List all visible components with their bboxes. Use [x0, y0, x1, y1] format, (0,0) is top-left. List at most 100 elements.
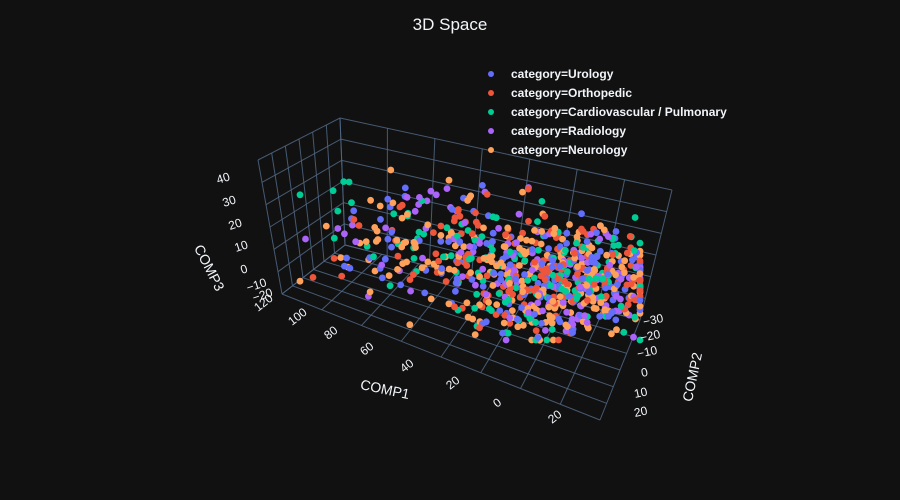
scatter-point — [394, 252, 402, 260]
scatter-point — [539, 307, 546, 315]
scatter-point — [563, 229, 571, 237]
scatter-point — [349, 221, 356, 229]
grid-line — [428, 138, 436, 267]
z-tick-label: 30 — [221, 192, 238, 210]
scatter-point — [506, 314, 514, 322]
scatter-point — [382, 224, 389, 232]
scatter-point — [609, 251, 617, 259]
legend-item[interactable]: category=Neurology — [511, 143, 628, 157]
scatter-point — [538, 198, 546, 205]
scatter-point — [636, 239, 644, 247]
scatter-point — [378, 274, 386, 282]
scatter-point — [373, 227, 381, 235]
scatter-point — [550, 230, 558, 238]
legend-marker — [488, 109, 494, 115]
scatter-point — [593, 229, 600, 237]
scatter-point — [309, 274, 317, 281]
legend-item[interactable]: category=Radiology — [511, 124, 626, 138]
scatter-point — [454, 232, 461, 240]
x-tick-label: 60 — [357, 339, 376, 358]
scatter-point — [612, 228, 620, 235]
scatter-point — [538, 228, 546, 235]
scatter-point — [559, 235, 566, 243]
scatter-point — [337, 254, 345, 261]
scatter-point — [534, 218, 541, 226]
grid-line — [257, 159, 283, 295]
scatter-point — [612, 271, 619, 279]
scatter-point — [437, 232, 445, 239]
scatter-point — [579, 228, 587, 235]
scatter-point — [451, 214, 459, 222]
scatter-point — [545, 303, 553, 311]
scatter-point — [631, 313, 639, 321]
scatter-point — [548, 263, 556, 271]
scatter-point — [588, 258, 596, 266]
scatter-point — [581, 312, 589, 320]
x-tick-label: 20 — [545, 407, 564, 426]
scatter-point — [461, 219, 468, 227]
scatter-point — [480, 224, 487, 232]
legend-marker — [488, 90, 494, 96]
scatter-point — [504, 224, 512, 232]
scatter-point — [569, 321, 577, 328]
scatter-point — [549, 336, 557, 344]
x-tick-label: 80 — [321, 323, 340, 342]
scatter-point — [588, 244, 596, 252]
scatter-point — [410, 255, 418, 262]
scatter-point — [437, 222, 445, 230]
scatter-point — [454, 259, 461, 267]
legend-item[interactable]: category=Orthopedic — [511, 86, 632, 100]
scatter-point — [551, 224, 559, 232]
scatter-point — [580, 244, 587, 251]
scatter-point — [500, 319, 508, 327]
chart-title: 3D Space — [413, 15, 488, 34]
legend-item[interactable]: category=Urology — [511, 67, 614, 81]
x-axis-title: COMP1 — [359, 376, 411, 402]
scatter-point — [585, 275, 593, 283]
scatter-point — [424, 258, 432, 266]
scatter-point — [451, 303, 458, 311]
scatter-point — [410, 271, 417, 278]
scatter-point — [506, 279, 513, 287]
scatter-point — [613, 326, 620, 334]
scatter-point — [483, 240, 490, 247]
scatter-point — [602, 292, 610, 300]
scatter-point — [602, 284, 609, 292]
scatter-point — [398, 214, 406, 222]
scatter-point — [554, 275, 562, 283]
scatter-point — [523, 236, 530, 244]
scatter-point — [631, 296, 639, 304]
scatter-point — [559, 299, 567, 306]
scatter-point — [636, 302, 644, 310]
scatter-point — [502, 253, 510, 260]
scatter-point — [566, 221, 573, 228]
grid-line — [340, 138, 667, 213]
scatter-point — [384, 195, 392, 203]
grid-line — [302, 277, 614, 388]
scatter-point — [485, 299, 492, 306]
scatter-point — [530, 274, 538, 282]
scatter-point — [445, 300, 453, 308]
grid-line — [271, 152, 293, 286]
z-tick-label: 40 — [215, 169, 232, 187]
grid-line — [341, 159, 662, 234]
scatter-point — [472, 281, 479, 289]
scatter-point — [589, 294, 597, 301]
scatter-point — [525, 217, 532, 225]
scatter-point — [467, 269, 474, 277]
legend-item[interactable]: category=Cardiovascular / Pulmonary — [511, 105, 727, 119]
scatter-point — [506, 320, 514, 327]
scatter-point — [432, 191, 440, 199]
scatter-point — [561, 277, 568, 285]
scatter-point — [601, 306, 609, 314]
y-axis-ticks: −30 −20 −10 0 10 20 — [633, 311, 665, 420]
scatter-point — [525, 309, 532, 317]
scatter-point — [489, 238, 496, 245]
scatter-point — [521, 257, 529, 264]
scatter-point — [418, 264, 426, 272]
y-tick-label: 20 — [633, 403, 649, 420]
scatter-point — [578, 254, 585, 262]
scatter-point — [549, 257, 556, 264]
scatter-point — [445, 265, 453, 273]
scatter-point — [636, 296, 644, 304]
